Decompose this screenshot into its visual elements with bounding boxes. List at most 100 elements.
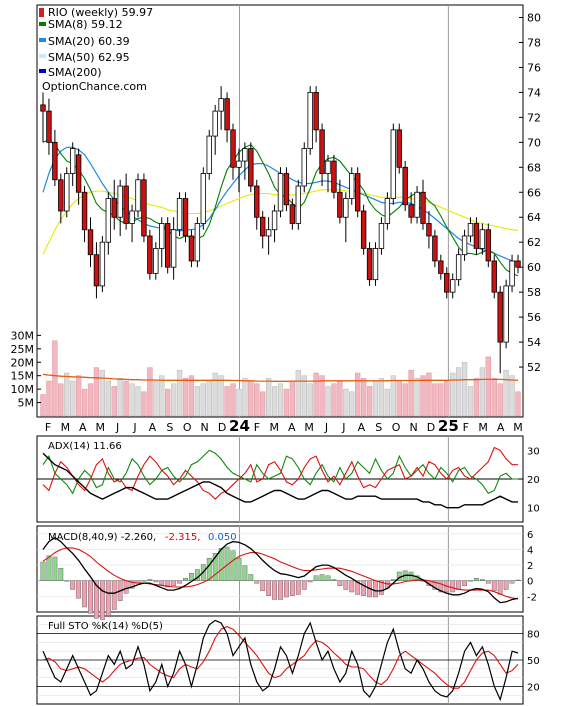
volume-bar [141, 391, 147, 417]
macd-histogram-bar [485, 580, 491, 584]
price-tick-label: 80 [527, 11, 541, 24]
volume-bar [200, 383, 206, 417]
candle-body [354, 173, 361, 212]
candle-body [159, 223, 165, 249]
candle-body [248, 148, 254, 187]
macd-histogram-bar [183, 578, 188, 581]
volume-bar [135, 386, 141, 417]
macd-histogram-bar [450, 580, 456, 593]
volume-bar [461, 362, 468, 417]
candle-body [289, 204, 296, 224]
macd-histogram-bar [390, 579, 396, 581]
volume-bar [277, 383, 284, 417]
macd-histogram-bar [40, 561, 46, 581]
candle-body [141, 179, 147, 237]
macd-histogram-bar [331, 579, 337, 581]
candle-body [58, 179, 64, 212]
macd-histogram-bar [248, 574, 254, 581]
macd-histogram-bar [76, 580, 82, 599]
macd-histogram-bar [165, 580, 171, 588]
legend-sma20: SMA(20) 60.39 [48, 35, 130, 48]
legend: RIO (weekly) 59.97 SMA(8) 59.12 SMA(20) … [39, 6, 153, 93]
candle-body [331, 160, 337, 193]
macd-line [42, 536, 519, 604]
x-axis-label: A [288, 421, 296, 434]
macd-histogram-bar [379, 580, 384, 595]
candle-body [366, 248, 373, 281]
macd-label: MACD(8,40,9) -2.260, [48, 532, 156, 543]
x-axis-label: O [392, 421, 401, 434]
macd-histogram-bar [189, 573, 194, 581]
macd-histogram-bar [337, 580, 343, 586]
candle-body [176, 198, 183, 231]
volume-bar [147, 367, 153, 417]
macd-histogram-bar [52, 556, 58, 581]
macd-histogram-bar [88, 580, 93, 614]
volume-bar [467, 386, 474, 417]
volume-bar [224, 386, 230, 417]
volume-tick-label: 25M [11, 343, 35, 356]
stoch-tick-label: 20 [527, 682, 540, 693]
candle-body [372, 248, 379, 281]
volume-bar [313, 372, 319, 417]
volume-bar [218, 375, 224, 417]
candle-body [325, 160, 331, 174]
price-tick-label: 52 [527, 361, 541, 374]
macd-tick-label: 0 [527, 577, 533, 588]
volume-tick-label: 15M [11, 370, 35, 383]
x-axis-label: M [95, 421, 105, 434]
candle-body [283, 173, 290, 206]
ticker-label: RIO (weekly) 59.97 [48, 6, 153, 19]
price-tick-label: 74 [527, 86, 541, 99]
macd-signal-line [42, 547, 519, 600]
x-axis-label: F [45, 421, 51, 434]
candle-body [426, 223, 432, 237]
volume-bar [230, 383, 236, 417]
candle-body [93, 254, 100, 287]
candle-body [218, 98, 224, 112]
macd-histogram-bar [361, 580, 367, 596]
macd-histogram-bar [343, 580, 349, 590]
volume-bar [343, 388, 349, 417]
macd-signal-label: -2.315, [165, 532, 200, 543]
macd-tick-label: 6 [527, 530, 533, 541]
macd-histogram-bar [355, 580, 361, 595]
candle-body [129, 210, 135, 224]
candle-body [265, 229, 272, 237]
macd-histogram-bar [349, 580, 355, 593]
macd-histogram-bar [301, 580, 307, 590]
macd-histogram-bar [177, 580, 182, 584]
macd-histogram-bar [432, 580, 438, 590]
macd-tick-label: 2 [527, 561, 533, 572]
volume-bar [485, 356, 491, 417]
volume-tick-label: 5M [18, 397, 35, 410]
volume-bar [188, 375, 195, 417]
candle-body [153, 248, 159, 274]
macd-histogram-bar [70, 580, 76, 590]
x-axis-label: A [79, 421, 87, 434]
price-tick-label: 76 [527, 61, 541, 74]
legend-swatch-sma200 [39, 69, 46, 73]
candle-body [438, 260, 444, 274]
candle-body [396, 129, 402, 168]
macd-histogram-bar [509, 580, 515, 584]
adx-tick-label: 30 [527, 446, 540, 457]
x-axis-label: A [149, 421, 157, 434]
macd-histogram-bar [438, 580, 444, 593]
candle-body [224, 98, 230, 131]
volume-bar [111, 386, 117, 417]
macd-histogram-bar [373, 580, 378, 598]
volume-bar [242, 378, 248, 417]
macd-histogram-bar [82, 580, 87, 608]
macd-histogram-bar [319, 574, 325, 581]
candle-body [182, 198, 189, 237]
volume-bar [289, 380, 296, 417]
legend-sma8: SMA(8) 59.12 [48, 18, 123, 31]
volume-bar [473, 378, 480, 417]
legend-swatch-sma50 [39, 54, 46, 58]
volume-bar [491, 378, 497, 417]
volume-bars [40, 340, 521, 417]
volume-bar [337, 380, 343, 417]
stoch-tick-label: 80 [527, 630, 540, 641]
adx-label: ADX(14) 11.66 [48, 441, 122, 452]
